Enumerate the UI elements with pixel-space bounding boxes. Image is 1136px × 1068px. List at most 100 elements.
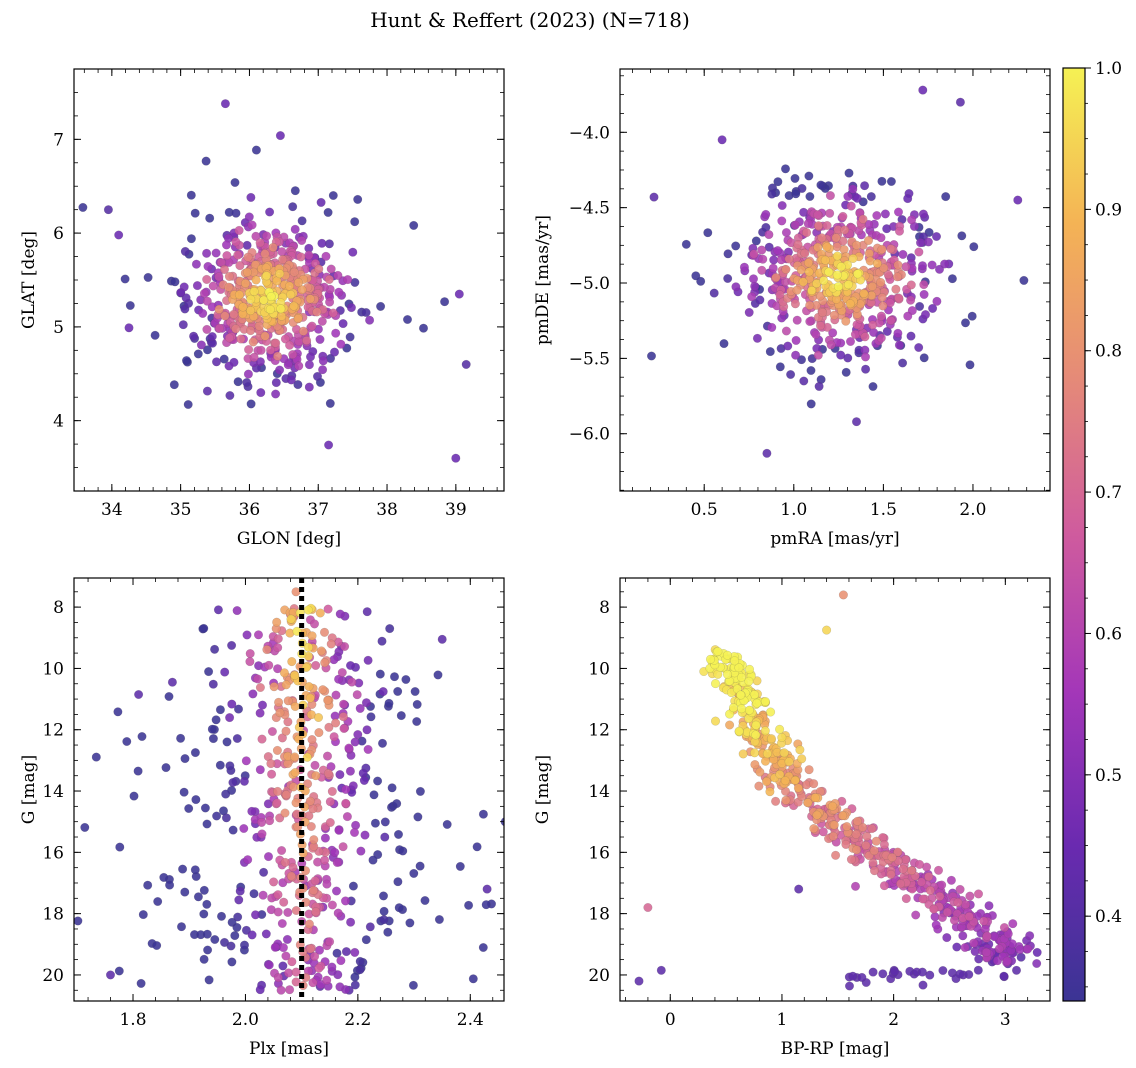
data-point — [317, 316, 327, 326]
data-point — [327, 962, 337, 972]
data-point — [334, 287, 344, 297]
data-point — [915, 301, 925, 311]
data-point — [925, 970, 935, 980]
data-point — [302, 752, 312, 762]
data-point — [769, 255, 779, 265]
data-point — [210, 644, 220, 654]
data-point — [952, 942, 962, 952]
data-point — [434, 915, 444, 925]
data-point — [867, 824, 877, 834]
data-point — [342, 812, 352, 822]
data-point — [245, 657, 255, 667]
ticks: 34 35 36 37 38 39 4 5 6 7 — [53, 68, 504, 520]
data-point — [898, 358, 908, 368]
data-point — [868, 382, 878, 392]
colorbar-tick-label: 0.4 — [1095, 907, 1122, 927]
data-point — [979, 916, 989, 926]
data-point — [199, 885, 209, 895]
data-point — [365, 315, 375, 325]
data-point — [961, 900, 971, 910]
data-point — [286, 375, 296, 385]
data-point — [211, 715, 221, 725]
y-tick-label: 18 — [588, 905, 610, 925]
data-point — [213, 605, 223, 615]
data-point — [355, 965, 365, 975]
data-point — [1032, 947, 1042, 957]
data-point — [207, 724, 217, 734]
data-point — [269, 877, 279, 887]
data-point — [247, 806, 257, 816]
data-point — [214, 304, 224, 314]
data-point — [1019, 275, 1029, 285]
data-point — [420, 896, 430, 906]
data-point — [353, 730, 363, 740]
data-point — [352, 690, 362, 700]
data-point — [877, 244, 887, 254]
data-point — [363, 744, 373, 754]
data-point — [305, 693, 315, 703]
data-point — [851, 881, 861, 891]
data-point — [917, 967, 927, 977]
data-point — [297, 235, 307, 245]
data-point — [305, 294, 315, 304]
data-point — [304, 682, 314, 692]
data-point — [189, 331, 199, 341]
data-point — [277, 733, 287, 743]
data-point — [288, 862, 298, 872]
x-tick-label: 39 — [445, 500, 467, 520]
data-point — [273, 973, 283, 983]
data-point — [207, 332, 217, 342]
data-point — [482, 884, 492, 894]
data-point — [362, 725, 372, 735]
data-point — [791, 350, 801, 360]
data-point — [898, 864, 908, 874]
data-point — [224, 361, 234, 371]
data-point — [384, 698, 394, 708]
data-point — [811, 329, 821, 339]
data-point — [757, 245, 767, 255]
data-point — [412, 717, 422, 727]
data-point — [307, 631, 317, 641]
data-point — [924, 872, 934, 882]
data-point — [260, 331, 270, 341]
data-point — [232, 606, 242, 616]
data-point — [408, 980, 418, 990]
data-point — [771, 796, 781, 806]
data-point — [396, 711, 406, 721]
data-point — [314, 728, 324, 738]
data-point — [860, 181, 870, 191]
data-point — [781, 795, 791, 805]
data-point — [220, 99, 230, 109]
data-point — [764, 230, 774, 240]
data-point — [264, 852, 274, 862]
data-point — [333, 270, 343, 280]
colorbar-tick-label: 0.6 — [1095, 624, 1122, 644]
data-point — [415, 861, 425, 871]
data-point — [378, 687, 388, 697]
data-point — [387, 783, 397, 793]
data-point — [804, 765, 814, 775]
data-point — [359, 775, 369, 785]
data-point — [274, 697, 284, 707]
data-point — [723, 249, 733, 259]
data-point — [326, 639, 336, 649]
scatter-points — [647, 85, 1029, 458]
data-point — [153, 897, 163, 907]
data-point — [916, 877, 926, 887]
data-point — [760, 726, 770, 736]
data-point — [332, 948, 342, 958]
data-point — [255, 708, 265, 718]
data-point — [848, 184, 858, 194]
data-point — [233, 912, 243, 922]
y-tick-label: 16 — [42, 843, 64, 863]
data-point — [243, 369, 253, 379]
data-point — [929, 904, 939, 914]
data-point — [235, 886, 245, 896]
data-point — [290, 752, 300, 762]
data-point — [757, 265, 767, 275]
x-tick-label: 38 — [376, 500, 398, 520]
data-point — [314, 963, 324, 973]
data-point — [903, 311, 913, 321]
